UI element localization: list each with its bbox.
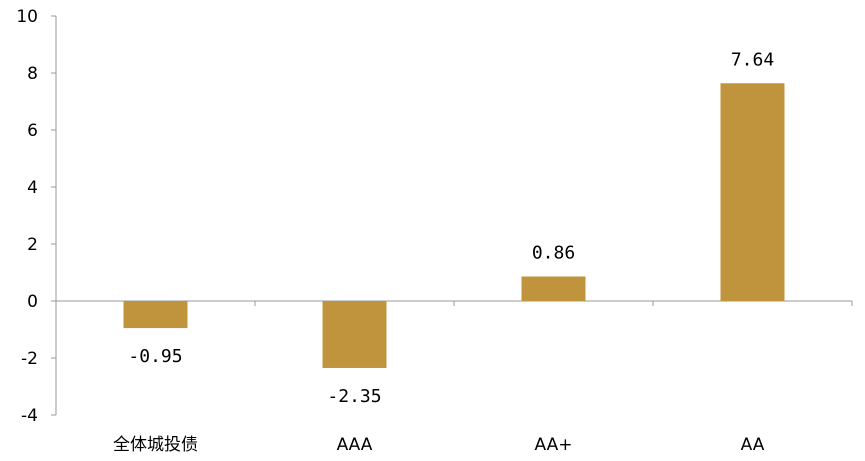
y-tick-label: 0 — [27, 292, 38, 312]
data-label: 7.64 — [731, 49, 774, 70]
x-category-label: AA+ — [535, 435, 573, 455]
axes: -4 -2 0 2 4 6 8 10 — [16, 7, 853, 426]
x-category-label: 全体城投债 — [113, 435, 198, 455]
bars — [123, 83, 785, 368]
data-label: 0.86 — [532, 242, 575, 263]
x-category-label: AA — [741, 435, 765, 455]
data-label: -0.95 — [128, 346, 182, 367]
y-tick-label: 4 — [27, 178, 38, 198]
bar-3 — [720, 83, 785, 301]
labels: -0.95 全体城投债 -2.35 AAA 0.86 AA+ 7.64 AA — [113, 49, 774, 455]
y-tick-label: 10 — [16, 7, 38, 27]
bar-0 — [123, 301, 188, 329]
bar-1 — [322, 301, 387, 368]
y-tick-label: 8 — [27, 64, 38, 84]
bar-2 — [521, 276, 586, 301]
y-tick-label: -4 — [21, 406, 38, 426]
y-tick-label: 6 — [27, 121, 38, 141]
y-tick-label: 2 — [27, 235, 38, 255]
y-tick-label: -2 — [21, 349, 38, 369]
x-category-label: AAA — [337, 435, 373, 455]
data-label: -2.35 — [327, 386, 381, 407]
